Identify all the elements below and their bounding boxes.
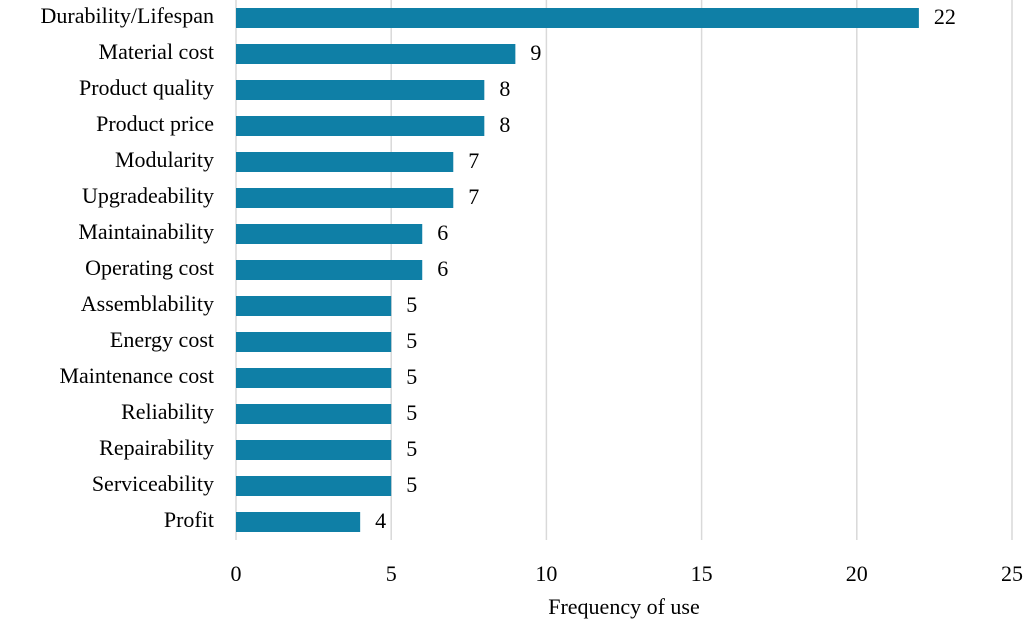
y-tick-label: Maintenance cost: [59, 363, 214, 388]
bar: [236, 188, 454, 208]
y-tick-label: Product quality: [79, 75, 214, 100]
bar: [236, 116, 485, 136]
bar: [236, 512, 361, 532]
y-tick-label: Energy cost: [110, 327, 214, 352]
data-label: 5: [406, 400, 417, 425]
x-tick-label: 5: [386, 561, 397, 586]
bar: [236, 80, 485, 100]
bar: [236, 260, 423, 280]
data-label: 5: [406, 364, 417, 389]
data-label: 5: [406, 436, 417, 461]
data-label: 4: [375, 508, 386, 533]
y-tick-label: Assemblability: [81, 291, 214, 316]
bar: [236, 296, 392, 316]
bar: [236, 476, 392, 496]
data-label: 7: [468, 148, 479, 173]
data-label: 5: [406, 472, 417, 497]
data-label: 7: [468, 184, 479, 209]
y-tick-label: Maintainability: [78, 219, 214, 244]
data-label: 8: [499, 76, 510, 101]
x-tick-label: 0: [231, 561, 242, 586]
y-tick-label: Product price: [96, 111, 214, 136]
y-tick-label: Operating cost: [85, 255, 214, 280]
x-tick-label: 10: [535, 561, 557, 586]
data-label: 5: [406, 328, 417, 353]
bar: [236, 8, 919, 28]
y-tick-label: Serviceability: [92, 471, 214, 496]
bar: [236, 404, 392, 424]
bar: [236, 152, 454, 172]
x-axis-title: Frequency of use: [548, 594, 700, 619]
bar: [236, 332, 392, 352]
bar: [236, 224, 423, 244]
x-tick-label: 25: [1001, 561, 1023, 586]
data-label: 22: [934, 4, 956, 29]
y-tick-label: Reliability: [121, 399, 214, 424]
data-label: 6: [437, 220, 448, 245]
y-tick-label: Profit: [164, 507, 214, 532]
bar: [236, 368, 392, 388]
y-tick-label: Modularity: [115, 147, 214, 172]
data-label: 5: [406, 292, 417, 317]
y-tick-label: Material cost: [99, 39, 214, 64]
data-label: 6: [437, 256, 448, 281]
data-label: 9: [530, 40, 541, 65]
bar: [236, 440, 392, 460]
y-tick-label: Upgradeability: [82, 183, 214, 208]
bar: [236, 44, 516, 64]
x-tick-label: 20: [846, 561, 868, 586]
y-tick-label: Durability/Lifespan: [40, 3, 214, 28]
y-tick-label: Repairability: [99, 435, 214, 460]
x-tick-label: 15: [691, 561, 713, 586]
data-label: 8: [499, 112, 510, 137]
